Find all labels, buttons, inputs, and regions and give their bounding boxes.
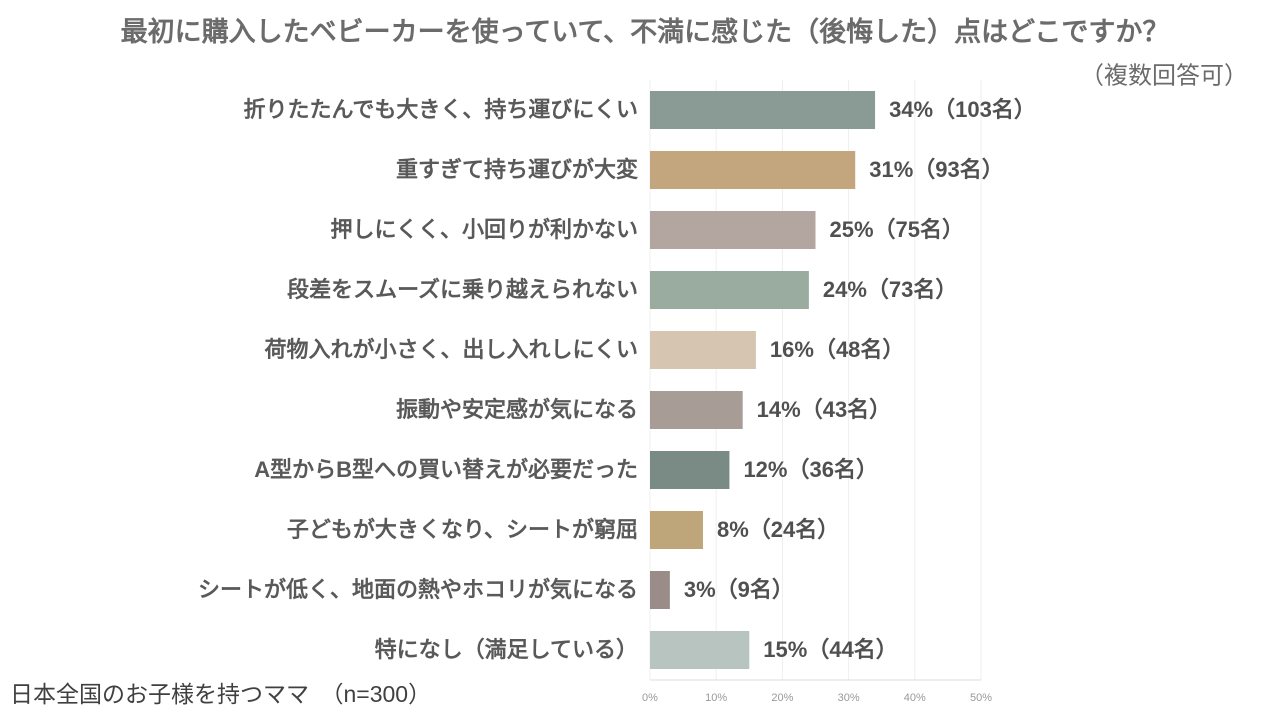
value-label: 31%（93名） [869,157,1004,182]
chart-note: 日本全国のお子様を持つママ （n=300） [10,681,431,707]
x-tick-label: 0% [642,692,658,704]
bar [650,631,750,669]
chart-subtitle: （複数回答可） [1080,62,1248,89]
x-tick-label: 20% [771,692,793,704]
value-label: 12%（36名） [743,457,878,482]
y-tick-label: 特になし（満足している） [375,637,638,662]
bar [650,391,743,429]
bar [650,451,730,489]
y-tick-label: 子どもが大きくなり、シートが窮屈 [287,517,638,542]
y-tick-label: 荷物入れが小さく、出し入れしにくい [264,337,638,362]
y-tick-label: 押しにくく、小回りが利かない [330,217,638,242]
value-label: 16%（48名） [770,337,905,362]
y-tick-label: 折りたたんでも大きく、持ち運びにくい [244,97,638,122]
bar [650,511,703,549]
y-tick-label: 重すぎて持ち運びが大変 [396,157,638,182]
bar [650,211,816,249]
bar [650,151,856,189]
x-tick-label: 50% [970,692,992,704]
value-label: 24%（73名） [823,277,958,302]
value-label: 3%（9名） [684,577,794,602]
bar [650,271,809,309]
y-tick-label: 振動や安定感が気になる [396,397,638,422]
bar [650,91,876,129]
value-label: 15%（44名） [763,637,898,662]
chart-title: 最初に購入したベビーカーを使っていて、不満に感じた（後悔した）点はどこですか？ [121,16,1170,47]
value-label: 25%（75名） [830,217,965,242]
x-tick-label: 40% [904,692,926,704]
value-label: 14%（43名） [757,397,892,422]
y-tick-label: シートが低く、地面の熱やホコリが気になる [198,577,638,602]
x-tick-label: 30% [838,692,860,704]
bar [650,331,756,369]
bar [650,571,670,609]
value-label: 34%（103名） [889,97,1036,122]
y-tick-label: 段差をスムーズに乗り越えられない [287,277,638,302]
value-label: 8%（24名） [717,517,839,542]
y-tick-label: A型からB型への買い替えが必要だった [254,457,638,482]
x-tick-label: 10% [705,692,727,704]
